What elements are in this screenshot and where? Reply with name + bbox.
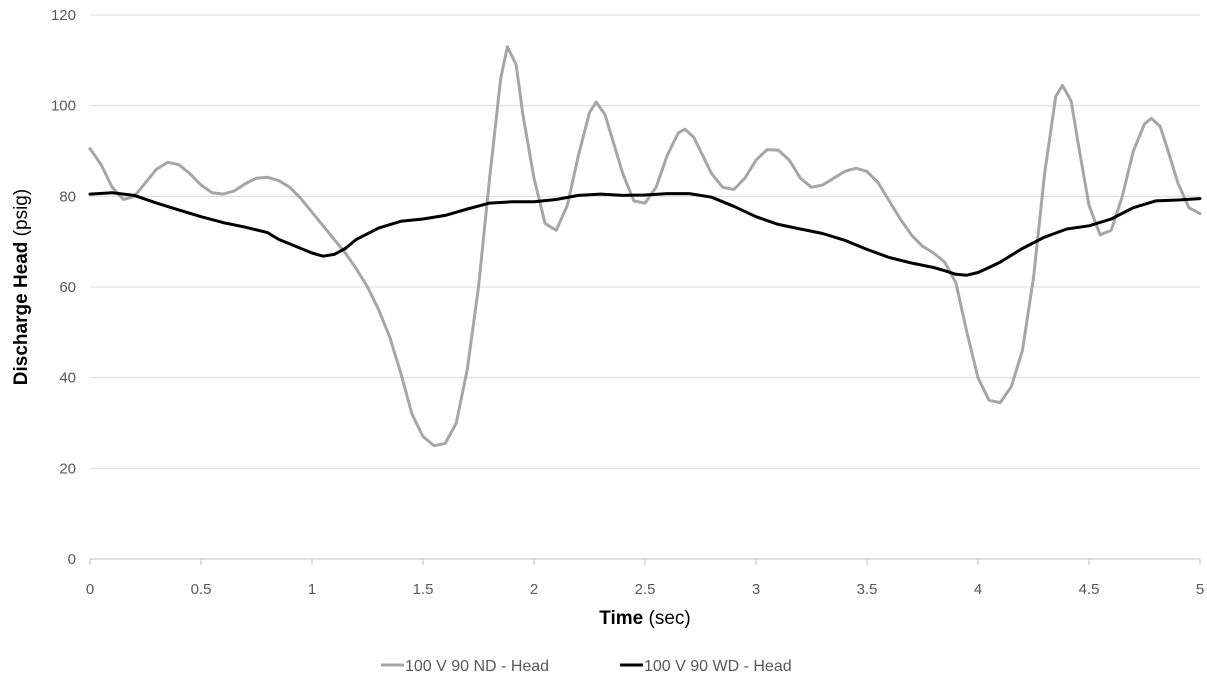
x-tick-label: 2 xyxy=(530,581,538,598)
y-axis-title: Discharge Head (psig) xyxy=(11,189,32,385)
y-tick-label: 0 xyxy=(68,551,76,568)
x-tick-label: 0.5 xyxy=(191,581,212,598)
x-tick-label: 4.5 xyxy=(1079,581,1100,598)
x-tick-label: 0 xyxy=(86,581,94,598)
x-tick-label: 1 xyxy=(308,581,316,598)
gridlines xyxy=(90,14,1200,469)
x-tick-label: 3.5 xyxy=(857,581,878,598)
x-axis-ticks: 0 0.5 1 1.5 2 2.5 3 3.5 4 4.5 5 xyxy=(86,559,1204,598)
y-tick-label: 100 xyxy=(51,98,76,115)
legend-label-wd: 100 V 90 WD - Head xyxy=(644,658,792,675)
x-tick-label: 2.5 xyxy=(635,581,656,598)
y-tick-label: 40 xyxy=(59,370,76,387)
x-tick-label: 4 xyxy=(974,581,982,598)
x-axis-title: Time (sec) xyxy=(599,608,691,629)
y-tick-label: 80 xyxy=(59,188,76,205)
series-lines xyxy=(88,45,1202,448)
legend: 100 V 90 ND - Head 100 V 90 WD - Head xyxy=(381,658,792,675)
x-tick-label: 5 xyxy=(1196,581,1204,598)
legend-label-nd: 100 V 90 ND - Head xyxy=(405,658,549,675)
y-tick-label: 60 xyxy=(59,279,76,296)
series-line-nd xyxy=(88,45,1202,448)
series-line-wd xyxy=(88,191,1202,277)
x-tick-label: 1.5 xyxy=(413,581,434,598)
y-tick-label: 20 xyxy=(59,460,76,477)
y-axis-ticks: 0 20 40 60 80 100 120 xyxy=(51,7,76,568)
x-tick-label: 3 xyxy=(752,581,760,598)
y-tick-label: 120 xyxy=(51,7,76,24)
